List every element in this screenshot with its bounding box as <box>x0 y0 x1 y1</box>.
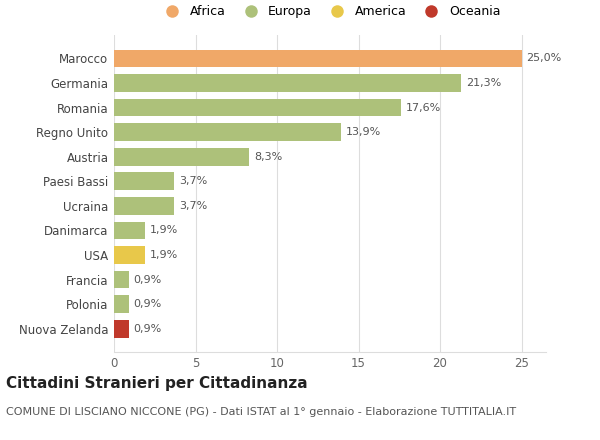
Bar <box>114 222 145 239</box>
Bar <box>114 148 250 165</box>
Text: 17,6%: 17,6% <box>406 103 441 113</box>
Bar <box>114 246 145 264</box>
Bar <box>114 197 175 215</box>
Text: 13,9%: 13,9% <box>346 127 381 137</box>
Text: 1,9%: 1,9% <box>150 250 178 260</box>
Text: 21,3%: 21,3% <box>466 78 502 88</box>
Bar <box>114 295 128 313</box>
Text: 3,7%: 3,7% <box>179 176 208 186</box>
Bar <box>114 271 128 289</box>
Text: Cittadini Stranieri per Cittadinanza: Cittadini Stranieri per Cittadinanza <box>6 376 308 391</box>
Text: 25,0%: 25,0% <box>526 53 562 63</box>
Bar <box>114 99 401 117</box>
Text: 8,3%: 8,3% <box>254 152 283 162</box>
Legend: Africa, Europa, America, Oceania: Africa, Europa, America, Oceania <box>160 5 500 18</box>
Text: 0,9%: 0,9% <box>134 275 162 285</box>
Bar <box>114 74 461 92</box>
Bar <box>114 123 341 141</box>
Text: 3,7%: 3,7% <box>179 201 208 211</box>
Bar <box>114 320 128 337</box>
Text: COMUNE DI LISCIANO NICCONE (PG) - Dati ISTAT al 1° gennaio - Elaborazione TUTTIT: COMUNE DI LISCIANO NICCONE (PG) - Dati I… <box>6 407 516 417</box>
Bar <box>114 172 175 190</box>
Bar <box>114 50 521 67</box>
Text: 0,9%: 0,9% <box>134 299 162 309</box>
Text: 1,9%: 1,9% <box>150 225 178 235</box>
Text: 0,9%: 0,9% <box>134 324 162 334</box>
